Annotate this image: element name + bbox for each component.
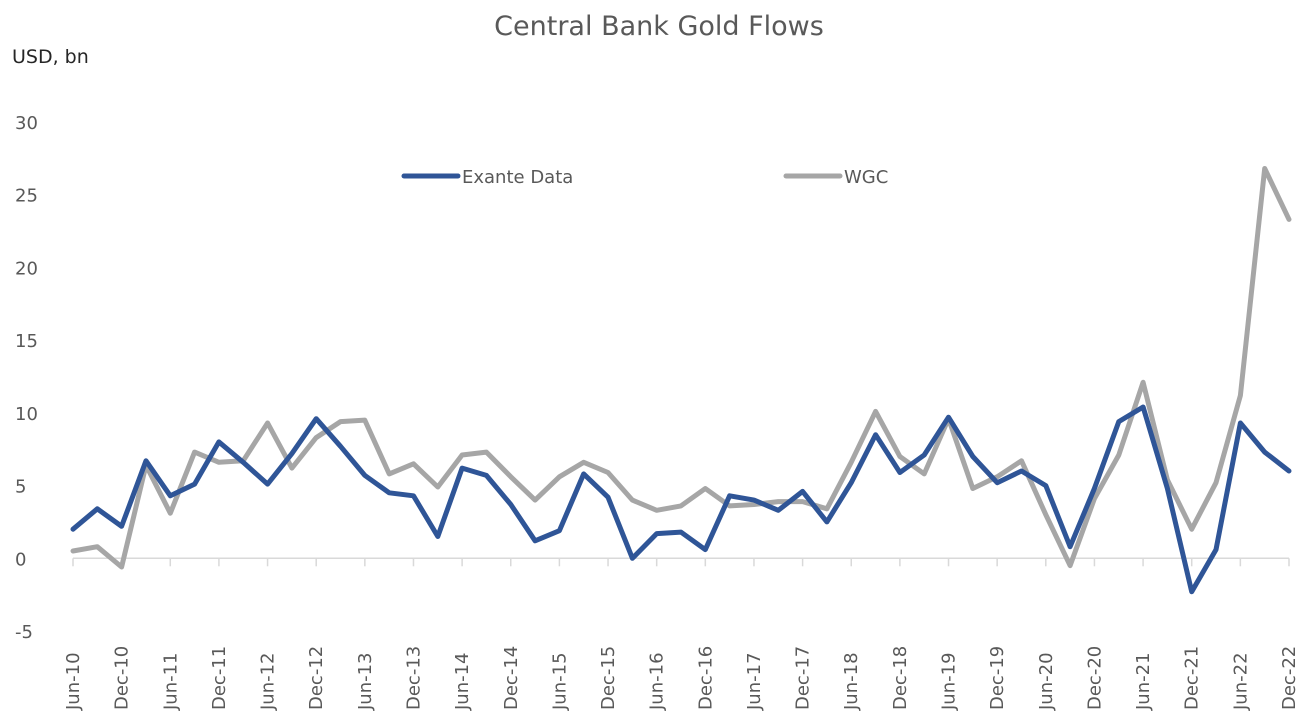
x-tick-label: Dec-20 — [1084, 646, 1105, 710]
series-line-exante-data — [70, 404, 1292, 595]
x-tick-label: Jun-16 — [647, 652, 668, 711]
series-line-wgc — [70, 166, 1292, 570]
y-tick-label: 5 — [15, 477, 26, 498]
x-tick-label: Jun-11 — [160, 652, 181, 711]
x-tick-label: Dec-19 — [987, 646, 1008, 710]
y-tick-label: 30 — [15, 113, 38, 134]
x-tick-label: Dec-18 — [890, 646, 911, 710]
x-tick-label: Jun-13 — [355, 652, 376, 711]
plot-area — [70, 166, 1292, 595]
x-tick-label: Dec-11 — [209, 646, 230, 710]
y-axis: -5 0 5 10 15 20 25 30 — [15, 113, 38, 643]
x-axis: Jun-10 Dec-10 Jun-11 Dec-11 Jun-12 Dec-12 Jun-… — [63, 558, 1300, 711]
y-tick-label: 0 — [15, 549, 26, 570]
chart-title: Central Bank Gold Flows — [494, 11, 824, 42]
x-tick-label: Dec-17 — [793, 646, 814, 710]
x-tick-label: Dec-10 — [112, 646, 133, 710]
x-tick-label: Jun-19 — [939, 652, 960, 711]
x-tick-label: Jun-12 — [258, 652, 279, 711]
legend-label-wgc: WGC — [844, 167, 888, 188]
y-tick-label: -5 — [15, 622, 33, 643]
y-tick-label: 20 — [15, 258, 38, 279]
x-tick-label: Jun-22 — [1230, 652, 1251, 711]
y-tick-label: 25 — [15, 186, 38, 207]
legend-item-wgc: WGC — [783, 167, 888, 188]
x-tick-label: Dec-16 — [695, 646, 716, 710]
x-tick-label: Jun-10 — [63, 652, 84, 711]
legend-label-exante-data: Exante Data — [462, 167, 573, 188]
x-tick-label: Jun-14 — [452, 652, 473, 711]
x-tick-label: Dec-21 — [1182, 646, 1203, 710]
y-tick-label: 15 — [15, 331, 38, 352]
y-tick-label: 10 — [15, 404, 38, 425]
x-tick-label: Dec-15 — [598, 646, 619, 710]
x-tick-label: Jun-21 — [1133, 652, 1154, 711]
x-tick-label: Dec-12 — [306, 646, 327, 710]
y-axis-unit-label: USD, bn — [12, 46, 89, 68]
x-tick-label: Jun-20 — [1036, 652, 1057, 711]
x-tick-label: Jun-18 — [841, 652, 862, 711]
x-tick-label: Dec-13 — [403, 646, 424, 710]
x-tick-label: Jun-15 — [549, 652, 570, 711]
x-tick-label: Dec-14 — [501, 646, 522, 710]
x-tick-label: Jun-17 — [744, 652, 765, 711]
x-tick-label: Dec-22 — [1279, 646, 1300, 710]
legend: Exante Data WGC — [401, 167, 888, 188]
legend-item-exante-data: Exante Data — [401, 167, 573, 188]
